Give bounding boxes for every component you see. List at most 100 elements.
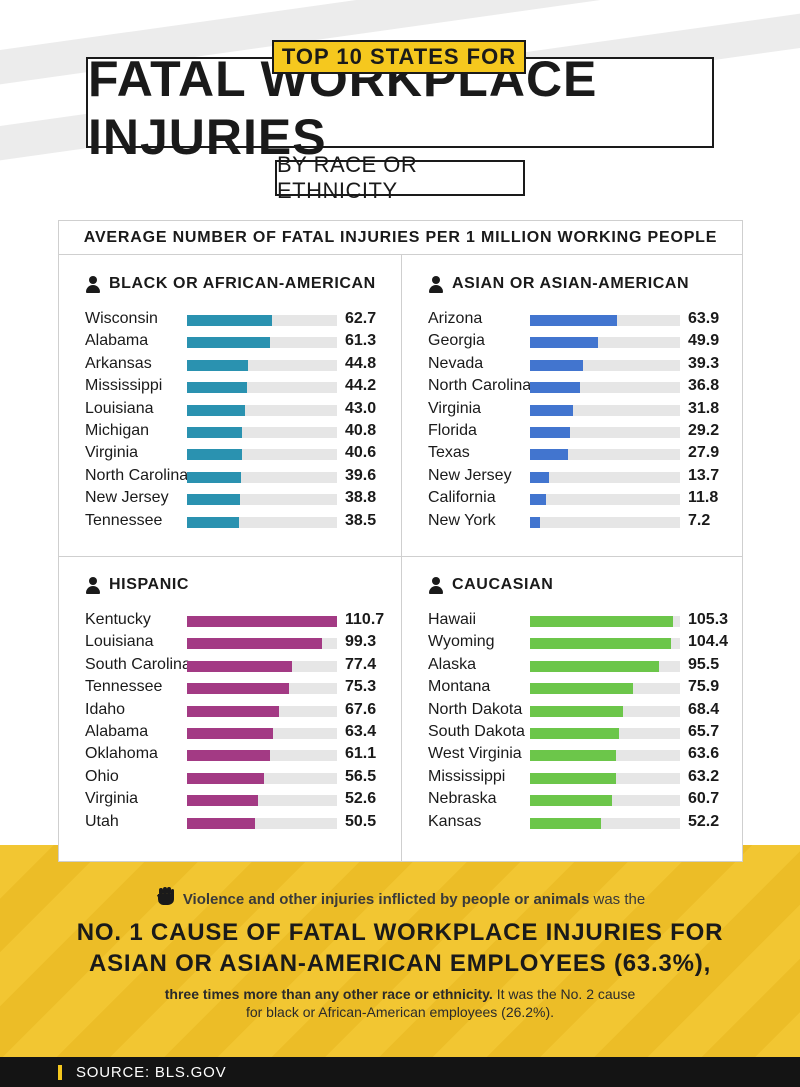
bar-row: Georgia 49.9 xyxy=(428,331,728,353)
bar-row: Virginia 52.6 xyxy=(85,789,385,811)
bar-row: Idaho 67.6 xyxy=(85,700,385,722)
callout-lead: Violence and other injuries inflicted by… xyxy=(0,885,800,911)
bar-row: Alaska 95.5 xyxy=(428,655,728,677)
bar xyxy=(530,638,672,650)
state-label: South Dakota xyxy=(428,723,525,740)
value-label: 52.6 xyxy=(345,790,377,808)
bar-track xyxy=(530,337,680,349)
value-label: 77.4 xyxy=(345,655,377,673)
state-label: Wyoming xyxy=(428,633,495,651)
bar xyxy=(530,315,617,326)
bar-row: Florida 29.2 xyxy=(428,421,728,443)
bar-track xyxy=(187,772,337,784)
state-label: Texas xyxy=(428,444,470,462)
bar-track xyxy=(530,359,680,371)
group-title: BLACK OR AFRICAN-AMERICAN xyxy=(109,275,376,292)
value-label: 63.4 xyxy=(345,723,377,740)
bar-track xyxy=(530,471,680,483)
state-label: Alabama xyxy=(85,723,149,740)
value-label: 52.2 xyxy=(688,812,720,830)
value-label: 43.0 xyxy=(345,399,377,417)
bar-track xyxy=(187,471,337,483)
state-label: Ohio xyxy=(85,767,119,785)
bar-track xyxy=(530,728,680,739)
bar-row: Virginia 31.8 xyxy=(428,399,728,421)
bar xyxy=(530,750,617,762)
bar xyxy=(187,315,272,326)
bar xyxy=(187,750,270,762)
bar-row: North Carolina 39.6 xyxy=(85,466,385,488)
bar xyxy=(187,337,271,349)
value-label: 65.7 xyxy=(688,723,720,740)
group-title: CAUCASIAN xyxy=(452,576,554,593)
fist-icon xyxy=(155,885,177,911)
state-label: North Carolina xyxy=(85,466,189,484)
bar-track xyxy=(187,315,337,326)
value-label: 68.4 xyxy=(688,700,720,718)
bar-row: North Carolina 36.8 xyxy=(428,376,728,398)
bar-row: Hawaii 105.3 xyxy=(428,610,728,632)
state-label: Montana xyxy=(428,678,491,696)
bar-track xyxy=(530,772,680,784)
bar-track xyxy=(187,449,337,461)
bar-track xyxy=(530,516,680,528)
state-label: Tennessee xyxy=(85,678,163,696)
callout-detail: three times more than any other race or … xyxy=(0,985,800,1021)
bar-track xyxy=(187,795,337,807)
bar-row: Kentucky 110.7 xyxy=(85,610,385,632)
chart-panel: AVERAGE NUMBER OF FATAL INJURIES PER 1 M… xyxy=(58,220,743,862)
bar xyxy=(187,705,279,717)
value-label: 44.2 xyxy=(345,377,377,395)
bar xyxy=(530,337,598,349)
value-label: 38.8 xyxy=(345,489,377,507)
bar xyxy=(530,616,673,627)
state-label: Kansas xyxy=(428,812,482,830)
value-label: 99.3 xyxy=(345,633,377,651)
value-label: 29.2 xyxy=(688,422,720,439)
state-label: Virginia xyxy=(85,790,139,808)
state-label: Mississippi xyxy=(428,767,506,785)
bar-row: Virginia 40.6 xyxy=(85,443,385,465)
value-label: 40.6 xyxy=(345,444,377,462)
bar-track xyxy=(530,660,680,672)
value-label: 63.6 xyxy=(688,745,720,763)
bar-track xyxy=(187,683,337,695)
bar-row: Arizona 63.9 xyxy=(428,309,728,331)
bar-track xyxy=(530,795,680,807)
value-label: 7.2 xyxy=(688,511,711,529)
state-label: Louisiana xyxy=(85,399,154,417)
value-label: 95.5 xyxy=(688,655,720,673)
bar-row: Mississippi 63.2 xyxy=(428,767,728,789)
state-label: Mississippi xyxy=(85,377,163,395)
bar xyxy=(530,404,574,416)
bar-row: New Jersey 13.7 xyxy=(428,466,728,488)
callout-background xyxy=(0,845,800,1057)
state-label: Oklahoma xyxy=(85,745,158,763)
bar-track xyxy=(530,616,680,627)
bar xyxy=(530,494,546,506)
bar-row: South Carolina 77.4 xyxy=(85,655,385,677)
group-title: HISPANIC xyxy=(109,576,190,593)
state-label: Wisconsin xyxy=(85,310,158,327)
footer: SOURCE: BLS.GOV xyxy=(0,1057,800,1087)
bar xyxy=(187,638,322,650)
bar xyxy=(530,683,633,695)
value-label: 38.5 xyxy=(345,511,377,529)
bar-track xyxy=(530,449,680,461)
bar-row: Michigan 40.8 xyxy=(85,421,385,443)
value-label: 39.3 xyxy=(688,354,720,372)
bar-track xyxy=(530,817,680,829)
bar-track xyxy=(187,337,337,349)
bar-track xyxy=(530,683,680,695)
value-label: 44.8 xyxy=(345,354,377,372)
bar xyxy=(187,683,290,695)
value-label: 27.9 xyxy=(688,444,720,462)
bar-track xyxy=(530,315,680,326)
bar xyxy=(187,795,259,807)
callout: Violence and other injuries inflicted by… xyxy=(0,885,800,1021)
bar-track xyxy=(530,750,680,762)
state-label: Kentucky xyxy=(85,611,151,628)
bar-row: Utah 50.5 xyxy=(85,812,385,834)
state-label: Nebraska xyxy=(428,790,497,808)
bar-track xyxy=(187,728,337,739)
